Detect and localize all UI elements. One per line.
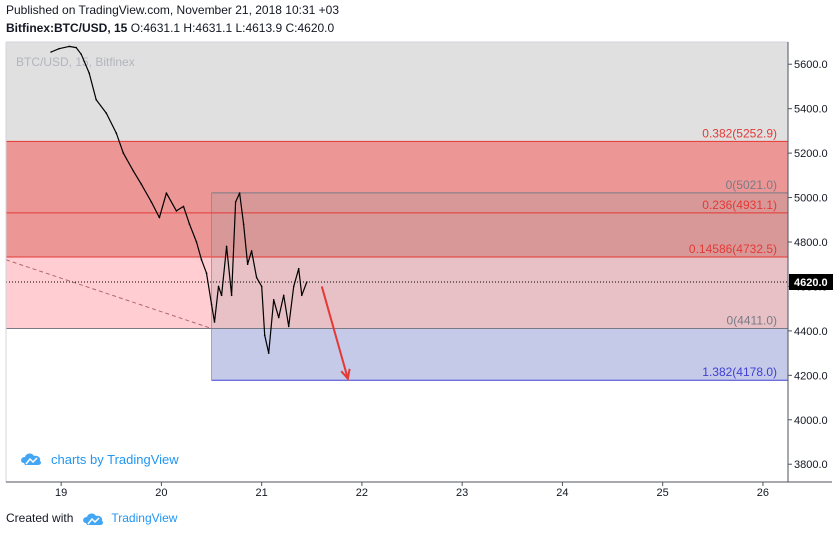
price-point: [132, 170, 135, 172]
fib-label: 1.382(4178.0): [702, 365, 777, 379]
x-tick-label: 24: [556, 487, 568, 499]
price-point: [75, 46, 77, 49]
price-point: [217, 285, 220, 288]
ohlc-values: O:4631.1 H:4631.1 L:4613.9 C:4620.0: [130, 21, 335, 35]
price-point: [267, 352, 270, 354]
charts-by-tradingview-branding[interactable]: charts by TradingView: [21, 452, 179, 467]
price-point: [88, 72, 91, 74]
blue-target-zone: [211, 328, 788, 381]
price-point: [225, 245, 228, 248]
price-point: [272, 298, 275, 301]
y-tick-label: 3800.0: [794, 459, 828, 471]
last-price-label: 4620.0: [794, 277, 828, 289]
x-tick-label: 21: [256, 487, 268, 499]
x-tick-label: 26: [757, 487, 769, 499]
tradingview-logo-icon: [83, 513, 104, 525]
plot-frame: [5, 41, 832, 483]
y-tick-label: 5200.0: [794, 148, 828, 160]
price-point: [195, 241, 198, 243]
fib-label: 0.236(4931.1): [702, 198, 777, 212]
price-point: [80, 53, 82, 56]
price-point: [220, 294, 223, 297]
price-point: [250, 250, 253, 252]
dashed-trend-line: [5, 259, 212, 329]
price-point: [58, 47, 60, 50]
price-point: [242, 223, 245, 226]
x-tick-label: 23: [456, 487, 468, 499]
price-point: [175, 210, 178, 212]
price-point: [287, 325, 290, 328]
fib-level-labels: 0.382(5252.9) 0(5021.0) 0.236(4931.1) 0.145…: [689, 126, 777, 379]
price-point: [238, 192, 241, 194]
x-tick-label: 25: [657, 487, 669, 499]
y-tick-label: 4000.0: [794, 415, 828, 427]
y-tick-label: 5400.0: [794, 104, 828, 116]
price-point: [297, 267, 300, 270]
price-point: [260, 285, 263, 288]
price-point: [105, 112, 108, 114]
price-point: [68, 45, 70, 48]
symbol-label: Bitfinex:BTC/USD, 15: [6, 21, 128, 35]
price-point: [230, 294, 233, 297]
price-point: [50, 51, 52, 53]
x-tick-label: 20: [155, 487, 167, 499]
gray-zone: [6, 42, 788, 142]
published-caption: Published on TradingView.com, November 2…: [6, 3, 339, 17]
red-zone: [6, 141, 788, 257]
price-point: [210, 303, 213, 306]
last-price-badge: [789, 274, 833, 290]
price-axis: 5600.05400.05200.05000.04800.04600.04400…: [788, 59, 833, 471]
y-tick-label: 4200.0: [794, 370, 828, 382]
fib-label: 0.382(5252.9): [702, 126, 777, 140]
price-point: [277, 316, 280, 319]
fib-extension-box: [211, 192, 788, 329]
footer: Created with TradingView: [6, 511, 177, 525]
price-point: [140, 183, 143, 186]
y-tick-label: 5000.0: [794, 193, 828, 205]
x-tick-label: 19: [55, 487, 67, 499]
price-point: [263, 334, 266, 337]
price-point: [122, 152, 125, 154]
fib-label: 0.14586(4732.5): [689, 242, 777, 256]
price-point: [282, 294, 285, 297]
y-tick-label: 4800.0: [794, 237, 828, 249]
price-point: [205, 272, 208, 274]
created-with-label: Created with: [6, 511, 74, 525]
price-point: [213, 321, 216, 323]
symbol-info: Bitfinex:BTC/USD, 15 O:4631.1 H:4631.1 L…: [6, 21, 334, 35]
y-tick-label: 5600.0: [794, 59, 828, 71]
price-point: [305, 281, 308, 283]
y-tick-label: 4400.0: [794, 326, 828, 338]
down-arrow-head: [340, 368, 351, 381]
fib-label: 0(4411.0): [727, 313, 777, 327]
price-point: [246, 263, 249, 266]
down-arrow-shaft: [320, 286, 349, 379]
symbol-watermark: BTC/USD, 15, Bitfinex: [16, 55, 135, 69]
price-point: [150, 201, 153, 203]
price-point: [165, 192, 168, 194]
annotations: [320, 286, 351, 381]
charts-by-tradingview-text: charts by TradingView: [51, 452, 179, 467]
price-line: [50, 45, 308, 354]
price-point: [95, 98, 98, 101]
x-tick-label: 22: [356, 487, 368, 499]
tradingview-cloud-icon: [21, 453, 42, 465]
price-point: [200, 258, 203, 261]
price-series: [50, 45, 308, 354]
tradingview-brand-link[interactable]: TradingView: [111, 511, 178, 525]
drawing-zones: [5, 42, 788, 381]
pink-zone: [6, 257, 788, 329]
price-point: [188, 223, 191, 226]
price-point: [182, 205, 185, 208]
price-point: [255, 276, 258, 279]
price-point: [300, 294, 303, 297]
time-axis: 19 20 21 22 23 24 25 26: [55, 482, 769, 499]
price-point: [158, 216, 161, 219]
price-point: [115, 132, 118, 134]
fib-label: 0(5021.0): [726, 178, 777, 192]
price-point: [234, 201, 237, 203]
price-point: [292, 285, 295, 288]
